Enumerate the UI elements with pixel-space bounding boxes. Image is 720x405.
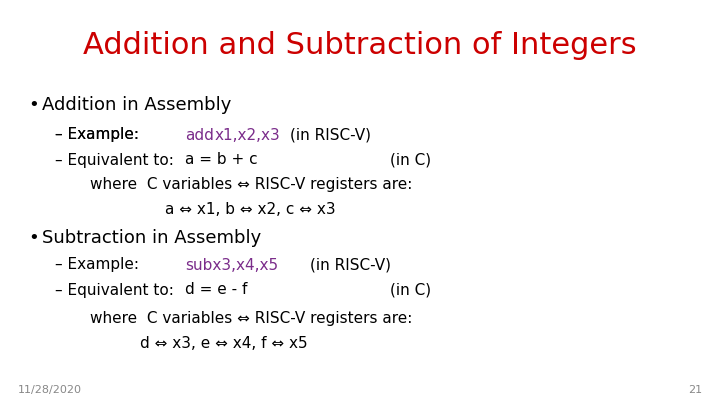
Text: Subtraction in Assembly: Subtraction in Assembly	[42, 229, 261, 247]
Text: Addition and Subtraction of Integers: Addition and Subtraction of Integers	[84, 30, 636, 60]
Text: – Example:: – Example:	[55, 128, 139, 143]
Text: d ⇔ x3, e ⇔ x4, f ⇔ x5: d ⇔ x3, e ⇔ x4, f ⇔ x5	[140, 335, 307, 350]
Text: where  C variables ⇔ RISC-V registers are:: where C variables ⇔ RISC-V registers are…	[90, 311, 413, 326]
Text: (in C): (in C)	[390, 283, 431, 298]
Text: (in C): (in C)	[390, 153, 431, 168]
Text: where  C variables ⇔ RISC-V registers are:: where C variables ⇔ RISC-V registers are…	[90, 177, 413, 192]
Text: x1,x2,x3: x1,x2,x3	[215, 128, 281, 143]
Text: 11/28/2020: 11/28/2020	[18, 385, 82, 395]
Text: – Equivalent to:: – Equivalent to:	[55, 283, 174, 298]
Text: – Example:: – Example:	[55, 128, 139, 143]
Text: (in RISC-V): (in RISC-V)	[310, 258, 391, 273]
Text: add: add	[185, 128, 214, 143]
Text: Addition in Assembly: Addition in Assembly	[42, 96, 231, 114]
Text: a = b + c: a = b + c	[185, 153, 258, 168]
Text: •: •	[28, 229, 39, 247]
Text: – Equivalent to:: – Equivalent to:	[55, 153, 174, 168]
Text: (in RISC-V): (in RISC-V)	[290, 128, 371, 143]
Text: – Example:: – Example:	[55, 258, 139, 273]
Text: •: •	[28, 96, 39, 114]
Text: a ⇔ x1, b ⇔ x2, c ⇔ x3: a ⇔ x1, b ⇔ x2, c ⇔ x3	[165, 202, 336, 217]
Text: d = e - f: d = e - f	[185, 283, 248, 298]
Text: 21: 21	[688, 385, 702, 395]
Text: subx3,x4,x5: subx3,x4,x5	[185, 258, 278, 273]
